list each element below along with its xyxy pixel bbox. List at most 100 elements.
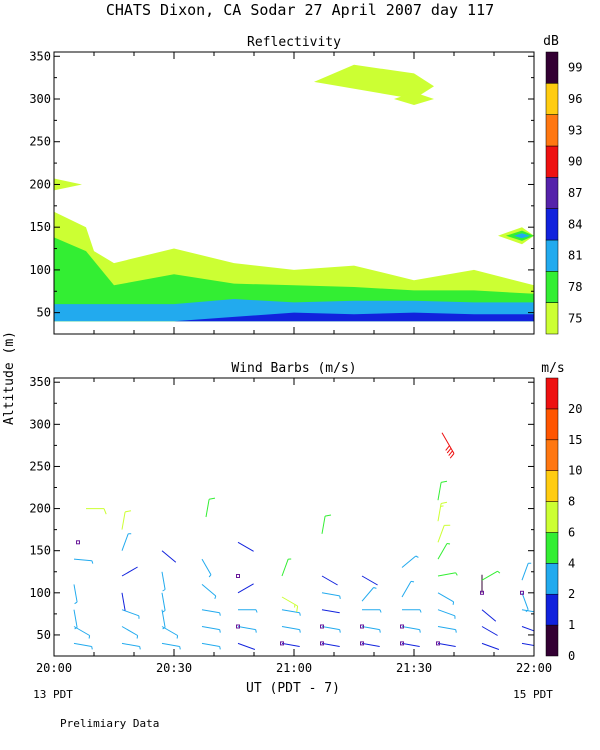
wind-barb	[237, 541, 254, 552]
y-tick-label: 50	[37, 306, 51, 320]
wind-barb	[521, 626, 534, 632]
wind-barb	[361, 587, 377, 602]
x-tick-label: 22:00	[516, 661, 552, 675]
wind-barb	[321, 592, 341, 599]
wind-barb	[481, 570, 501, 581]
wind-barb	[121, 626, 139, 639]
colorbar-swatch	[545, 624, 559, 657]
wind-barb	[201, 642, 221, 650]
wind-barb	[238, 609, 258, 613]
calm-marker	[520, 590, 524, 595]
wind-barb	[401, 642, 420, 647]
colorbar-label: 15	[568, 433, 582, 447]
calm-marker	[400, 624, 404, 629]
colorbar-label: 99	[568, 61, 582, 75]
wind-barb	[237, 626, 257, 633]
colorbar-label: 75	[568, 311, 582, 325]
colorbar-swatch	[545, 177, 559, 209]
y-tick-label: 150	[29, 544, 51, 558]
wind-barb	[121, 566, 138, 577]
wind-barb	[281, 596, 299, 613]
calm-marker	[320, 624, 324, 629]
wind-barb	[441, 432, 455, 459]
wind-barb	[437, 501, 448, 522]
wind-barb	[481, 642, 500, 650]
wind-barb	[481, 609, 497, 622]
wind-barb	[121, 533, 132, 551]
wind-barb	[401, 626, 421, 633]
patch-fill-0	[54, 178, 82, 191]
wind-barb	[321, 575, 338, 586]
x-axis-label: UT (PDT - 7)	[246, 681, 340, 696]
wind-barb	[361, 642, 380, 647]
wind-barb	[437, 480, 448, 501]
patch-fill-1	[314, 64, 434, 99]
x-tick-label: 21:30	[396, 661, 432, 675]
colorbar-label: 96	[568, 92, 582, 106]
x-right-note: 15 PDT	[513, 688, 553, 701]
reflectivity-colorbar: 75 78 81 84 87 90 93 96 99	[545, 51, 582, 335]
colorbar-label: 90	[568, 155, 582, 169]
colorbar-swatch	[545, 145, 559, 178]
wind-barb	[437, 572, 458, 577]
x-tick-label: 21:00	[276, 661, 312, 675]
colorbar-swatch	[545, 239, 559, 272]
wind-barb	[321, 514, 332, 534]
plot-layer: 5010015020025030035075788184879093969950…	[29, 49, 582, 675]
reflectivity-title: Reflectivity	[247, 35, 341, 50]
y-tick-label: 200	[29, 177, 51, 191]
wind-barb	[161, 609, 166, 630]
wind-barb	[201, 558, 212, 578]
wind-barb	[201, 584, 217, 599]
colorbar-swatch	[545, 302, 559, 335]
calm-marker	[76, 540, 80, 545]
y-tick-label: 150	[29, 220, 51, 234]
wind-barb	[237, 642, 256, 650]
wind-barb	[73, 609, 78, 630]
colorbar-swatch	[545, 377, 559, 410]
footnote: Prelimiary Data	[60, 717, 159, 730]
wind-barb	[281, 558, 292, 577]
wind-barb	[361, 626, 381, 633]
y-tick-label: 250	[29, 459, 51, 473]
contour-fill-84	[174, 312, 534, 322]
wind-barb	[321, 642, 340, 647]
reflectivity-colorbar-unit: dB	[543, 34, 559, 49]
y-tick-label: 100	[29, 586, 51, 600]
wind-barb	[121, 592, 126, 611]
calm-marker	[236, 574, 240, 578]
y-tick-label: 300	[29, 92, 51, 106]
y-tick-label: 100	[29, 263, 51, 277]
wind-barb	[281, 642, 300, 647]
calm-marker	[360, 624, 364, 629]
wind-barb	[161, 642, 181, 650]
wind-barb	[73, 558, 94, 564]
colorbar-label: 2	[568, 587, 575, 601]
colorbar-swatch	[545, 439, 559, 471]
wind-barb	[437, 642, 456, 647]
wind-barb	[237, 583, 254, 594]
colorbar-label: 87	[568, 186, 582, 200]
wind-barb	[402, 609, 422, 613]
colorbar-label: 4	[568, 556, 575, 570]
y-tick-label: 350	[29, 49, 51, 63]
wind-barb	[437, 543, 451, 560]
wind-barb	[201, 626, 221, 633]
y-tick-label: 250	[29, 135, 51, 149]
patch-fill-2	[394, 92, 434, 105]
calm-marker	[360, 641, 364, 646]
reflectivity-panel: 50 100 150 200 250 300 350 75 78 81 84 87 90 93 96 99	[29, 49, 582, 335]
wind-barb	[281, 609, 301, 616]
colorbar-label: 20	[568, 402, 582, 416]
calm-marker	[436, 641, 440, 646]
colorbar-label: 84	[568, 217, 582, 231]
wind-barb	[73, 642, 93, 650]
y-tick-label: 350	[29, 375, 51, 389]
calm-marker	[480, 590, 484, 595]
calm-marker	[320, 641, 324, 646]
wind-barb	[86, 508, 107, 515]
colorbar-swatch	[545, 563, 559, 595]
wind-barb	[321, 626, 341, 633]
